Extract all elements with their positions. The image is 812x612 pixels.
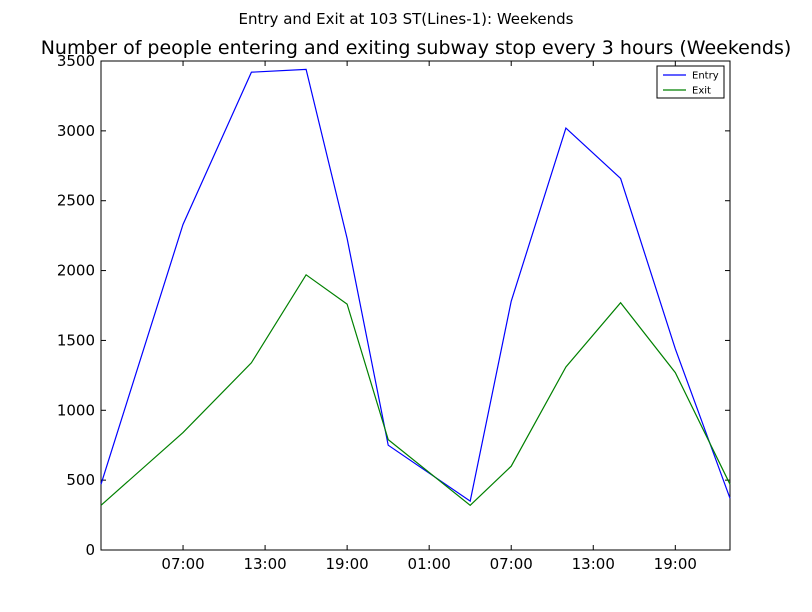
x-tick-label: 13:00 [572, 555, 615, 573]
x-tick-label: 07:00 [161, 555, 204, 573]
legend-exit-label: Exit [692, 86, 711, 97]
plot-area [100, 60, 731, 551]
legend: Entry Exit [656, 65, 725, 99]
y-tick-label: 2500 [57, 192, 95, 210]
x-axis: 07:00 13:00 19:00 01:00 07:00 13:00 19:00 [161, 61, 697, 573]
series-line-exit [100, 273, 731, 507]
y-tick-label: 500 [66, 471, 95, 489]
y-tick-label: 1000 [57, 401, 95, 419]
legend-entry-label: Entry [692, 71, 719, 82]
legend-box [656, 65, 725, 99]
y-tick-label: 1500 [57, 331, 95, 349]
x-tick-label: 19:00 [654, 555, 697, 573]
y-tick-label: 2000 [57, 262, 95, 280]
x-tick-label: 13:00 [243, 555, 286, 573]
y-tick-label: 3500 [57, 52, 95, 70]
series-layer [100, 68, 731, 507]
y-axis: 0 500 1000 1500 2000 2500 3000 3500 [57, 52, 730, 559]
x-tick-label: 01:00 [408, 555, 451, 573]
y-tick-label: 3000 [57, 122, 95, 140]
chart-title: Number of people entering and exiting su… [41, 37, 792, 59]
x-tick-label: 19:00 [326, 555, 369, 573]
x-tick-label: 07:00 [490, 555, 533, 573]
y-tick-label: 0 [85, 541, 95, 559]
chart-suptitle: Entry and Exit at 103 ST(Lines-1): Weeke… [239, 10, 574, 28]
